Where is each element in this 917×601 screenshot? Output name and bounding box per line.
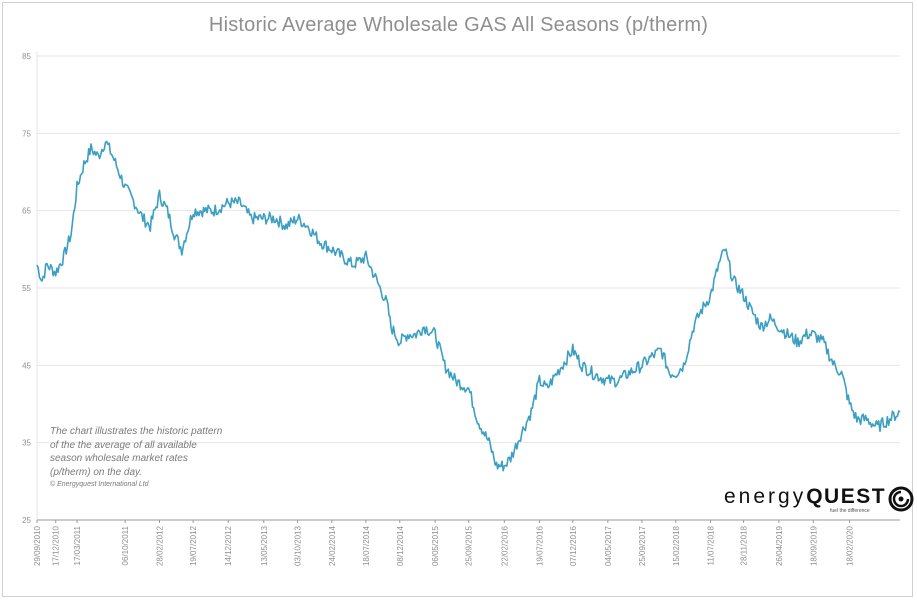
y-tick-label: 75 (22, 129, 31, 138)
y-tick-label: 85 (22, 52, 31, 61)
logo-tagline: fuel the difference (830, 508, 870, 514)
x-tick-label: 14/12/2012 (224, 525, 233, 566)
x-tick-label: 17/12/2010 (52, 525, 61, 566)
x-tick-label: 29/09/2010 (33, 525, 42, 566)
logo-wordmark: energyQUEST (724, 485, 886, 509)
x-tick-label: 07/12/2016 (569, 525, 578, 566)
x-tick-label: 13/05/2013 (260, 525, 269, 566)
annotation-line: of the the average of all available (50, 439, 197, 451)
x-tick-label: 17/03/2011 (73, 525, 82, 565)
logo-swirl-icon (888, 486, 914, 512)
chart-title: Historic Average Wholesale GAS All Seaso… (208, 14, 709, 36)
x-tick-label: 08/12/2014 (396, 525, 405, 566)
y-tick-label: 45 (22, 361, 31, 370)
x-tick-label: 22/02/2016 (500, 525, 509, 566)
chart-annotation: The chart illustrates the historic patte… (50, 425, 310, 490)
energyquest-logo: energyQUEST fuel the difference (724, 485, 914, 515)
x-tick-label: 19/07/2012 (189, 525, 198, 566)
x-tick-label: 06/10/2011 (121, 525, 130, 565)
x-tick-label: 03/10/2013 (294, 525, 303, 566)
y-tick-label: 55 (22, 284, 31, 293)
logo-word-light: energy (724, 485, 807, 508)
x-tick-label: 25/09/2015 (465, 525, 474, 566)
x-tick-label: 15/02/2018 (672, 525, 681, 566)
x-tick-label: 18/07/2014 (362, 525, 371, 566)
x-tick-label: 18/09/2019 (809, 525, 818, 566)
x-tick-label: 04/05/2017 (604, 525, 613, 566)
x-tick-label: 25/09/2017 (638, 525, 647, 566)
x-tick-label: 19/07/2016 (535, 525, 544, 566)
annotation-line: (p/therm) on the day. (50, 466, 143, 478)
y-tick-label: 65 (22, 207, 31, 216)
x-tick-label: 06/05/2015 (431, 525, 440, 566)
x-tick-label: 11/07/2018 (706, 525, 715, 565)
annotation-line: season wholesale market rates (50, 453, 188, 464)
y-tick-label: 35 (22, 439, 31, 448)
x-tick-label: 24/02/2014 (328, 525, 337, 566)
logo-word-bold: QUEST (806, 485, 887, 508)
y-tick-label: 25 (22, 516, 31, 525)
x-tick-label: 28/02/2012 (156, 525, 165, 566)
annotation-copyright: © Energyquest International Ltd (50, 481, 149, 488)
x-tick-label: 28/11/2018 (740, 525, 749, 565)
annotation-line: The chart illustrates the historic patte… (50, 426, 223, 437)
x-tick-label: 18/02/2020 (846, 525, 855, 566)
series-line (36, 140, 901, 472)
x-tick-label: 26/04/2019 (775, 525, 784, 566)
